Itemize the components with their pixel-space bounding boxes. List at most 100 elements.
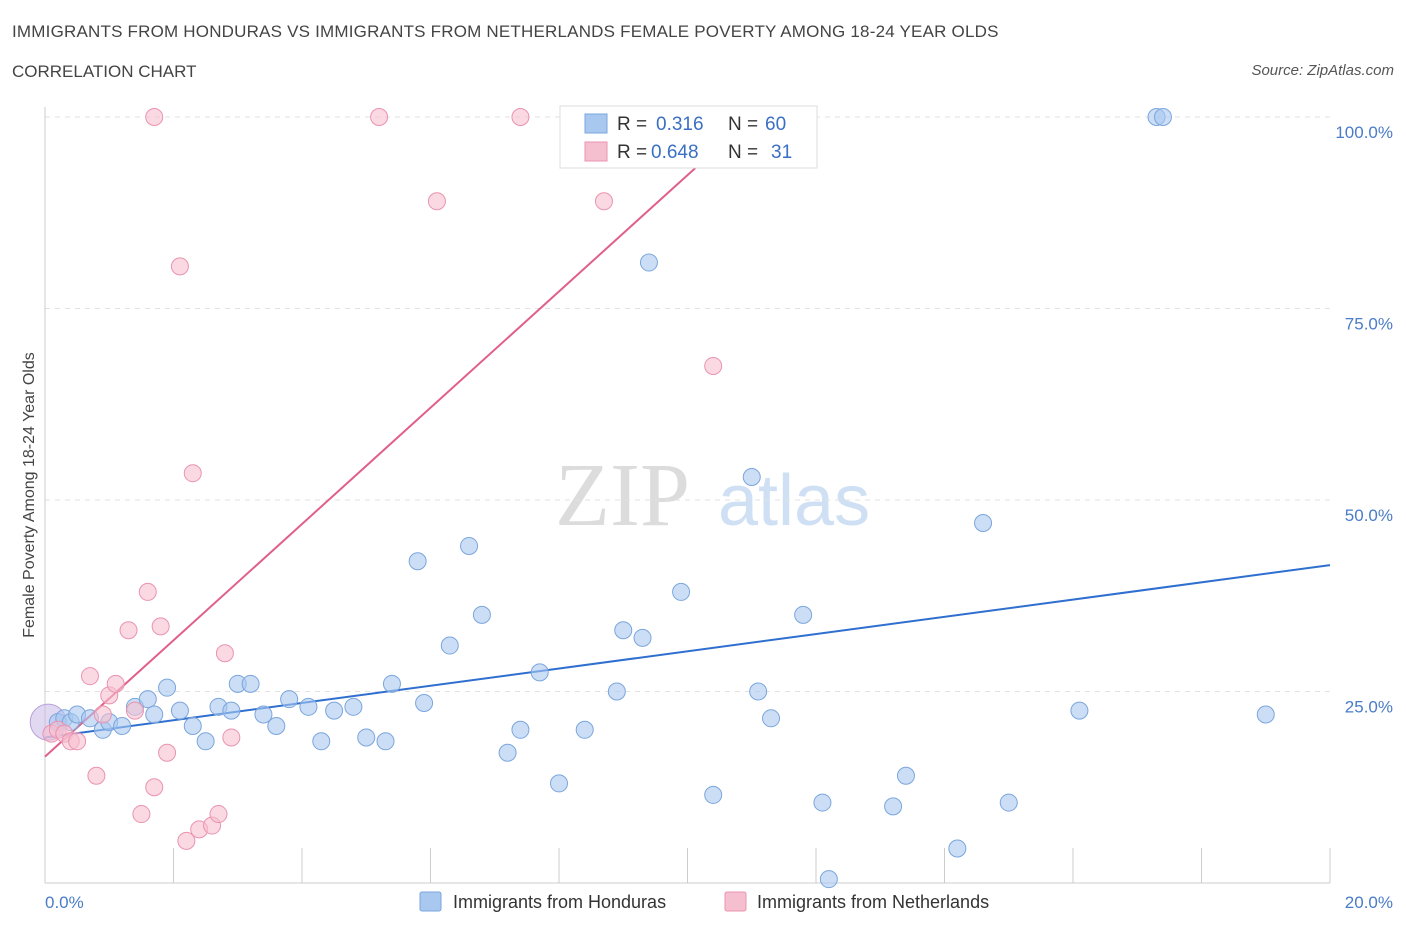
point-netherlands-16 bbox=[158, 743, 177, 762]
trend-line-netherlands bbox=[44, 116, 753, 758]
point-honduras-36 bbox=[530, 663, 549, 682]
point-netherlands-10 bbox=[119, 621, 138, 640]
grid bbox=[45, 116, 1330, 692]
point-netherlands-25 bbox=[145, 108, 164, 126]
point-honduras-53 bbox=[948, 839, 967, 858]
chart-subtitle: CORRELATION CHART bbox=[12, 62, 197, 81]
point-honduras-56 bbox=[1070, 701, 1089, 720]
point-netherlands-12 bbox=[132, 805, 151, 824]
point-netherlands-5 bbox=[80, 667, 99, 686]
series-label-honduras[interactable]: Immigrants from Honduras bbox=[453, 892, 666, 912]
point-honduras-38 bbox=[575, 720, 594, 739]
point-netherlands-15 bbox=[151, 617, 170, 636]
point-netherlands-18 bbox=[177, 831, 196, 850]
point-honduras-26 bbox=[357, 728, 376, 747]
legend-r-value-netherlands: 0.648 bbox=[651, 142, 699, 163]
point-honduras-11 bbox=[158, 678, 177, 697]
series-swatch-netherlands[interactable] bbox=[724, 891, 747, 912]
point-honduras-22 bbox=[299, 697, 318, 716]
legend-n-value-netherlands: 31 bbox=[771, 142, 792, 163]
point-netherlands-7 bbox=[93, 705, 112, 724]
point-netherlands-28 bbox=[427, 192, 446, 211]
point-honduras-35 bbox=[511, 720, 530, 739]
point-honduras-28 bbox=[382, 674, 401, 693]
point-netherlands-29 bbox=[594, 192, 613, 211]
point-netherlands-6 bbox=[87, 766, 106, 785]
legend-n-label-honduras: N = bbox=[728, 114, 758, 135]
point-honduras-42 bbox=[639, 253, 658, 272]
source-label: Source: ZipAtlas.com bbox=[1251, 62, 1394, 79]
point-honduras-49 bbox=[813, 793, 832, 812]
point-honduras-25 bbox=[344, 697, 363, 716]
series-legend[interactable]: Immigrants from Honduras Immigrants from… bbox=[419, 891, 989, 912]
point-honduras-48 bbox=[794, 605, 813, 624]
point-netherlands-11 bbox=[125, 701, 144, 720]
point-honduras-24 bbox=[325, 701, 344, 720]
y-tick-label-25: 25.0% bbox=[1345, 698, 1393, 717]
point-honduras-54 bbox=[974, 513, 993, 532]
point-honduras-21 bbox=[280, 690, 299, 709]
y-tick-label-50: 50.0% bbox=[1345, 506, 1393, 525]
point-netherlands-17 bbox=[170, 257, 189, 276]
point-netherlands-22 bbox=[209, 805, 228, 824]
point-honduras-20 bbox=[267, 716, 286, 735]
point-netherlands-14 bbox=[145, 778, 164, 797]
legend-n-value-honduras: 60 bbox=[765, 114, 786, 135]
point-honduras-18 bbox=[241, 674, 260, 693]
point-honduras-47 bbox=[762, 709, 781, 728]
point-honduras-37 bbox=[550, 774, 568, 793]
chart-title: IMMIGRANTS FROM HONDURAS VS IMMIGRANTS F… bbox=[12, 22, 999, 41]
point-honduras-10 bbox=[145, 705, 164, 724]
y-tick-label-100: 100.0% bbox=[1335, 123, 1393, 142]
axes: 25.0% 50.0% 75.0% 100.0% bbox=[44, 107, 1393, 884]
watermark-atlas: atlas bbox=[718, 461, 870, 541]
point-netherlands-19 bbox=[183, 464, 202, 483]
point-honduras-31 bbox=[440, 636, 459, 655]
point-honduras-41 bbox=[633, 628, 652, 647]
point-honduras-44 bbox=[704, 785, 723, 804]
point-honduras-32 bbox=[460, 536, 479, 555]
point-honduras-16 bbox=[222, 701, 241, 720]
series-swatch-honduras[interactable] bbox=[419, 891, 442, 912]
point-honduras-19 bbox=[254, 705, 273, 724]
point-honduras-34 bbox=[498, 743, 517, 762]
stats-legend: R = 0.316 N = 60 R = 0.648 N = 31 bbox=[559, 105, 818, 169]
point-netherlands-9 bbox=[106, 674, 125, 693]
data-points bbox=[29, 108, 1275, 889]
point-honduras-27 bbox=[376, 732, 395, 751]
point-honduras-29 bbox=[408, 552, 427, 571]
point-honduras-13 bbox=[183, 716, 202, 735]
trend-lines bbox=[44, 116, 1331, 758]
point-honduras-50 bbox=[819, 870, 838, 889]
point-honduras-51 bbox=[884, 797, 903, 816]
point-honduras-30 bbox=[415, 693, 434, 712]
y-axis-label: Female Poverty Among 18-24 Year Olds bbox=[21, 352, 38, 638]
legend-r-label-netherlands: R = bbox=[617, 142, 647, 163]
point-honduras-23 bbox=[312, 732, 331, 751]
point-honduras-40 bbox=[614, 621, 633, 640]
point-honduras-9 bbox=[138, 690, 157, 709]
x-tick-label-max: 20.0% bbox=[1345, 893, 1393, 912]
point-honduras-46 bbox=[749, 682, 768, 701]
point-netherlands-26 bbox=[370, 108, 389, 126]
point-honduras-33 bbox=[472, 605, 491, 624]
series-label-netherlands[interactable]: Immigrants from Netherlands bbox=[757, 892, 989, 912]
legend-n-label-netherlands: N = bbox=[728, 142, 758, 163]
point-netherlands-27 bbox=[511, 108, 530, 126]
point-honduras-7 bbox=[113, 716, 132, 735]
point-netherlands-23 bbox=[215, 644, 234, 663]
point-honduras-55 bbox=[999, 793, 1018, 812]
legend-r-label-honduras: R = bbox=[617, 114, 647, 135]
legend-r-value-honduras: 0.316 bbox=[656, 114, 704, 135]
watermark-zip: ZIP bbox=[555, 446, 690, 545]
legend-swatch-netherlands bbox=[584, 141, 608, 162]
point-honduras-58 bbox=[1153, 108, 1172, 126]
point-honduras-14 bbox=[196, 732, 215, 751]
point-honduras-39 bbox=[607, 682, 626, 701]
x-tick-label-min: 0.0% bbox=[45, 893, 84, 912]
y-tick-label-75: 75.0% bbox=[1345, 315, 1393, 334]
point-honduras-43 bbox=[672, 582, 691, 601]
point-netherlands-24 bbox=[222, 728, 241, 747]
point-honduras-12 bbox=[170, 701, 189, 720]
